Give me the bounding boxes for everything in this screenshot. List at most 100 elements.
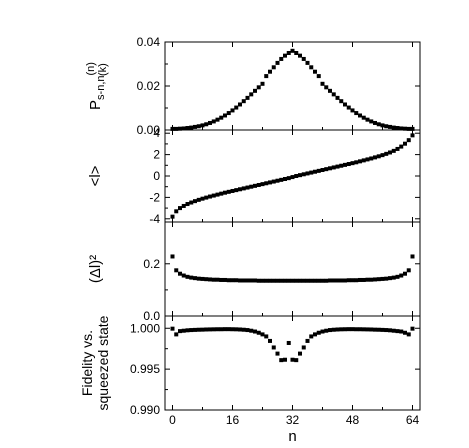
data-point <box>339 327 344 332</box>
data-point <box>283 357 287 362</box>
data-point <box>328 328 332 333</box>
data-point <box>196 327 201 332</box>
data-point <box>264 74 269 79</box>
data-point <box>343 162 347 167</box>
y-tick-label: 0.2 <box>143 257 160 271</box>
data-point <box>358 277 362 282</box>
data-point <box>313 169 317 174</box>
data-point <box>313 278 317 283</box>
y-tick-label: 0.0 <box>143 309 160 323</box>
data-point <box>309 65 314 70</box>
data-point <box>208 327 212 332</box>
data-point <box>301 278 306 283</box>
data-point <box>354 160 359 165</box>
data-point <box>253 329 257 334</box>
data-point <box>193 276 197 281</box>
data-point <box>346 105 351 110</box>
data-point <box>256 182 261 187</box>
data-point <box>313 332 317 337</box>
data-point <box>320 278 325 283</box>
data-point <box>286 51 291 55</box>
data-point <box>230 108 235 113</box>
x-tick-label: 32 <box>286 413 300 427</box>
y-tick-label: 0 <box>153 169 160 183</box>
data-point <box>328 88 332 93</box>
y-axis-title: <l> <box>87 165 104 186</box>
data-point <box>354 327 359 332</box>
data-point <box>358 113 362 118</box>
data-point <box>275 178 280 183</box>
data-point <box>376 277 381 282</box>
data-point <box>403 126 407 131</box>
data-point <box>189 328 194 333</box>
y-axis-title-line2: squeezed state <box>95 315 111 410</box>
data-point <box>211 327 216 332</box>
data-point <box>350 161 355 166</box>
data-point <box>376 327 381 332</box>
data-point <box>234 327 239 332</box>
data-point <box>208 120 212 125</box>
data-point <box>346 162 351 167</box>
data-point <box>200 196 205 201</box>
data-point <box>403 330 407 335</box>
data-point <box>185 126 190 131</box>
data-point <box>219 115 224 120</box>
data-point <box>185 328 190 333</box>
data-point <box>215 277 220 282</box>
data-point <box>211 193 216 198</box>
data-point <box>204 277 209 282</box>
data-point <box>219 327 224 332</box>
data-point <box>189 125 194 130</box>
data-point <box>260 81 265 86</box>
data-point <box>361 327 366 332</box>
data-point <box>249 328 254 333</box>
data-point <box>328 278 332 283</box>
data-point <box>249 92 254 97</box>
data-point <box>320 81 325 86</box>
data-point <box>380 153 385 158</box>
y-tick-label: -4 <box>149 212 160 226</box>
data-point <box>316 330 321 335</box>
data-point <box>174 126 179 131</box>
data-point <box>234 188 239 193</box>
data-point <box>309 334 314 339</box>
data-point <box>185 274 190 279</box>
data-point <box>196 124 201 129</box>
data-point <box>170 254 175 259</box>
y-axis-title: Ps-n,n(n)(k) <box>85 62 109 110</box>
data-point <box>271 179 276 184</box>
data-point <box>410 126 415 131</box>
data-point <box>298 53 302 58</box>
x-tick-label: 16 <box>226 413 240 427</box>
data-point <box>331 327 336 332</box>
data-point <box>271 278 276 283</box>
data-point <box>178 126 182 131</box>
data-point <box>343 278 347 283</box>
data-point <box>350 108 355 113</box>
data-point <box>343 102 347 107</box>
data-point <box>395 274 400 279</box>
data-point <box>245 185 250 190</box>
y-tick-label: 0.04 <box>137 35 161 49</box>
data-point <box>174 209 179 214</box>
data-point <box>249 184 254 189</box>
data-point <box>245 328 250 333</box>
data-point <box>305 338 310 343</box>
data-point <box>373 327 377 332</box>
data-point <box>391 125 396 130</box>
data-point <box>376 154 381 159</box>
data-point <box>253 278 257 283</box>
data-point <box>324 85 329 90</box>
data-point <box>178 329 182 334</box>
data-point <box>373 120 377 125</box>
data-point <box>170 326 175 331</box>
x-tick-label: 64 <box>406 413 420 427</box>
data-point <box>275 278 280 283</box>
data-point <box>354 111 359 116</box>
data-point <box>223 190 227 195</box>
data-point <box>406 126 411 131</box>
data-point <box>388 276 392 281</box>
data-point <box>271 65 276 70</box>
data-point <box>305 60 310 65</box>
data-point <box>223 327 227 332</box>
